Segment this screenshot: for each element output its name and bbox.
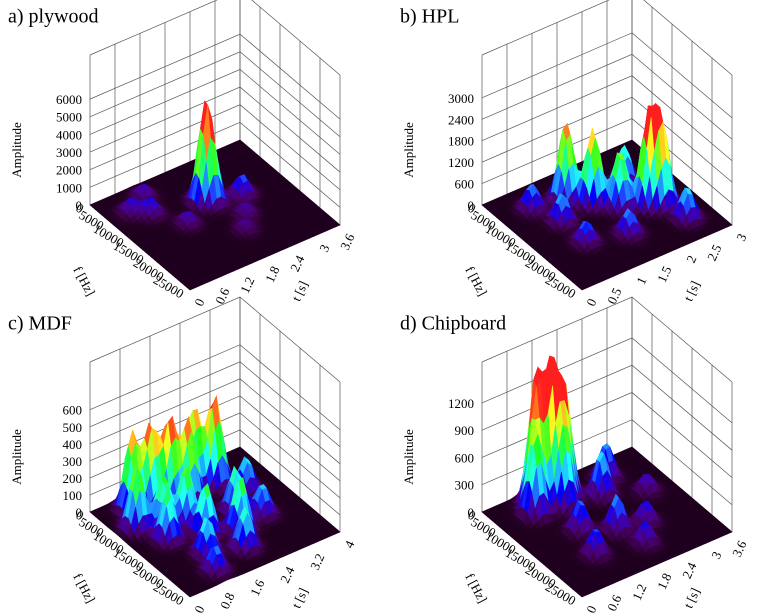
z-tick-label: 1000 — [56, 180, 82, 195]
x-axis-label: f [Hz] — [70, 264, 98, 299]
panel-title: a) plywood — [8, 6, 99, 28]
y-tick-label: 2.4 — [287, 252, 308, 274]
y-tick-label: 2.4 — [277, 564, 298, 586]
y-tick-label: 0.6 — [604, 592, 625, 614]
z-axis-label: Amplitude — [9, 122, 24, 178]
y-tick-label: 1.8 — [262, 264, 282, 285]
z-axis-label: Amplitude — [401, 122, 416, 178]
z-axis-label: Amplitude — [401, 429, 416, 485]
box-top — [481, 0, 733, 76]
box-top — [89, 296, 341, 383]
y-tick-label: 0.5 — [604, 285, 624, 306]
z-tick-label: 3000 — [448, 91, 474, 106]
y-axis-label: t [s] — [288, 279, 310, 304]
z-tick-label: 300 — [455, 478, 475, 493]
y-tick-label: 3 — [733, 231, 749, 243]
x-axis-label: f [Hz] — [70, 571, 98, 606]
z-tick-label: 600 — [63, 403, 83, 418]
y-tick-label: 3.6 — [729, 538, 750, 560]
z-tick-label: 1800 — [448, 134, 474, 149]
y-tick-label: 2.5 — [704, 242, 724, 263]
z-tick-label: 900 — [455, 423, 475, 438]
y-axis-label: t [s] — [680, 279, 702, 304]
x-axis-label: f [Hz] — [462, 264, 490, 299]
panel-title: b) HPL — [400, 6, 459, 28]
y-tick-label: 2.4 — [679, 559, 700, 581]
z-tick-label: 600 — [455, 450, 475, 465]
z-tick-label: 400 — [63, 437, 83, 452]
surface — [481, 102, 733, 291]
z-tick-label: 3000 — [56, 145, 82, 160]
y-tick-label: 0.6 — [212, 285, 233, 307]
y-tick-label: 4 — [341, 538, 358, 551]
y-tick-label: 1.8 — [654, 571, 674, 592]
y-tick-label: 1.2 — [629, 582, 649, 603]
z-tick-label: 100 — [63, 488, 83, 503]
y-tick-label: 1.6 — [247, 577, 268, 599]
z-axis-label: Amplitude — [9, 429, 24, 485]
panel-title: c) MDF — [8, 313, 72, 335]
z-tick-label: 500 — [63, 420, 83, 435]
y-tick-label: 0 — [191, 296, 207, 308]
y-axis-label: t [s] — [288, 586, 310, 611]
y-tick-label: 3 — [708, 549, 724, 561]
y-tick-label: 3.2 — [307, 551, 327, 572]
y-tick-label: 1.2 — [237, 275, 257, 296]
box-top — [89, 0, 341, 76]
z-tick-label: 6000 — [56, 92, 82, 107]
y-tick-label: 0 — [583, 603, 599, 614]
z-tick-label: 2400 — [448, 112, 474, 127]
y-tick-label: 0 — [583, 296, 599, 308]
grid-walls — [89, 0, 341, 226]
z-tick-label: 0 — [76, 198, 83, 213]
y-tick-label: 0.8 — [217, 590, 237, 611]
z-tick-label: 5000 — [56, 110, 82, 125]
z-tick-label: 2000 — [56, 163, 82, 178]
z-tick-label: 600 — [455, 177, 475, 192]
surface — [89, 100, 341, 291]
y-tick-label: 3 — [316, 242, 332, 254]
z-tick-label: 1200 — [448, 396, 474, 411]
z-tick-label: 4000 — [56, 127, 82, 142]
y-tick-label: 2 — [683, 253, 699, 265]
z-tick-label: 1200 — [448, 155, 474, 170]
y-axis-label: t [s] — [680, 586, 702, 611]
x-axis-label: f [Hz] — [462, 571, 490, 606]
z-tick-label: 200 — [63, 471, 83, 486]
z-tick-label: 0 — [468, 198, 475, 213]
y-tick-label: 1.5 — [654, 264, 674, 285]
panel: d) Chipboard 0 300 600 900 1200 0 0.61.21.82.4 3… — [400, 296, 750, 614]
y-tick-label: 1 — [633, 275, 649, 287]
panel-title: d) Chipboard — [400, 313, 506, 335]
z-tick-label: 300 — [63, 454, 83, 469]
y-tick-label: 0 — [191, 603, 207, 614]
y-tick-label: 3.6 — [337, 231, 358, 253]
surface-facet — [186, 285, 195, 291]
